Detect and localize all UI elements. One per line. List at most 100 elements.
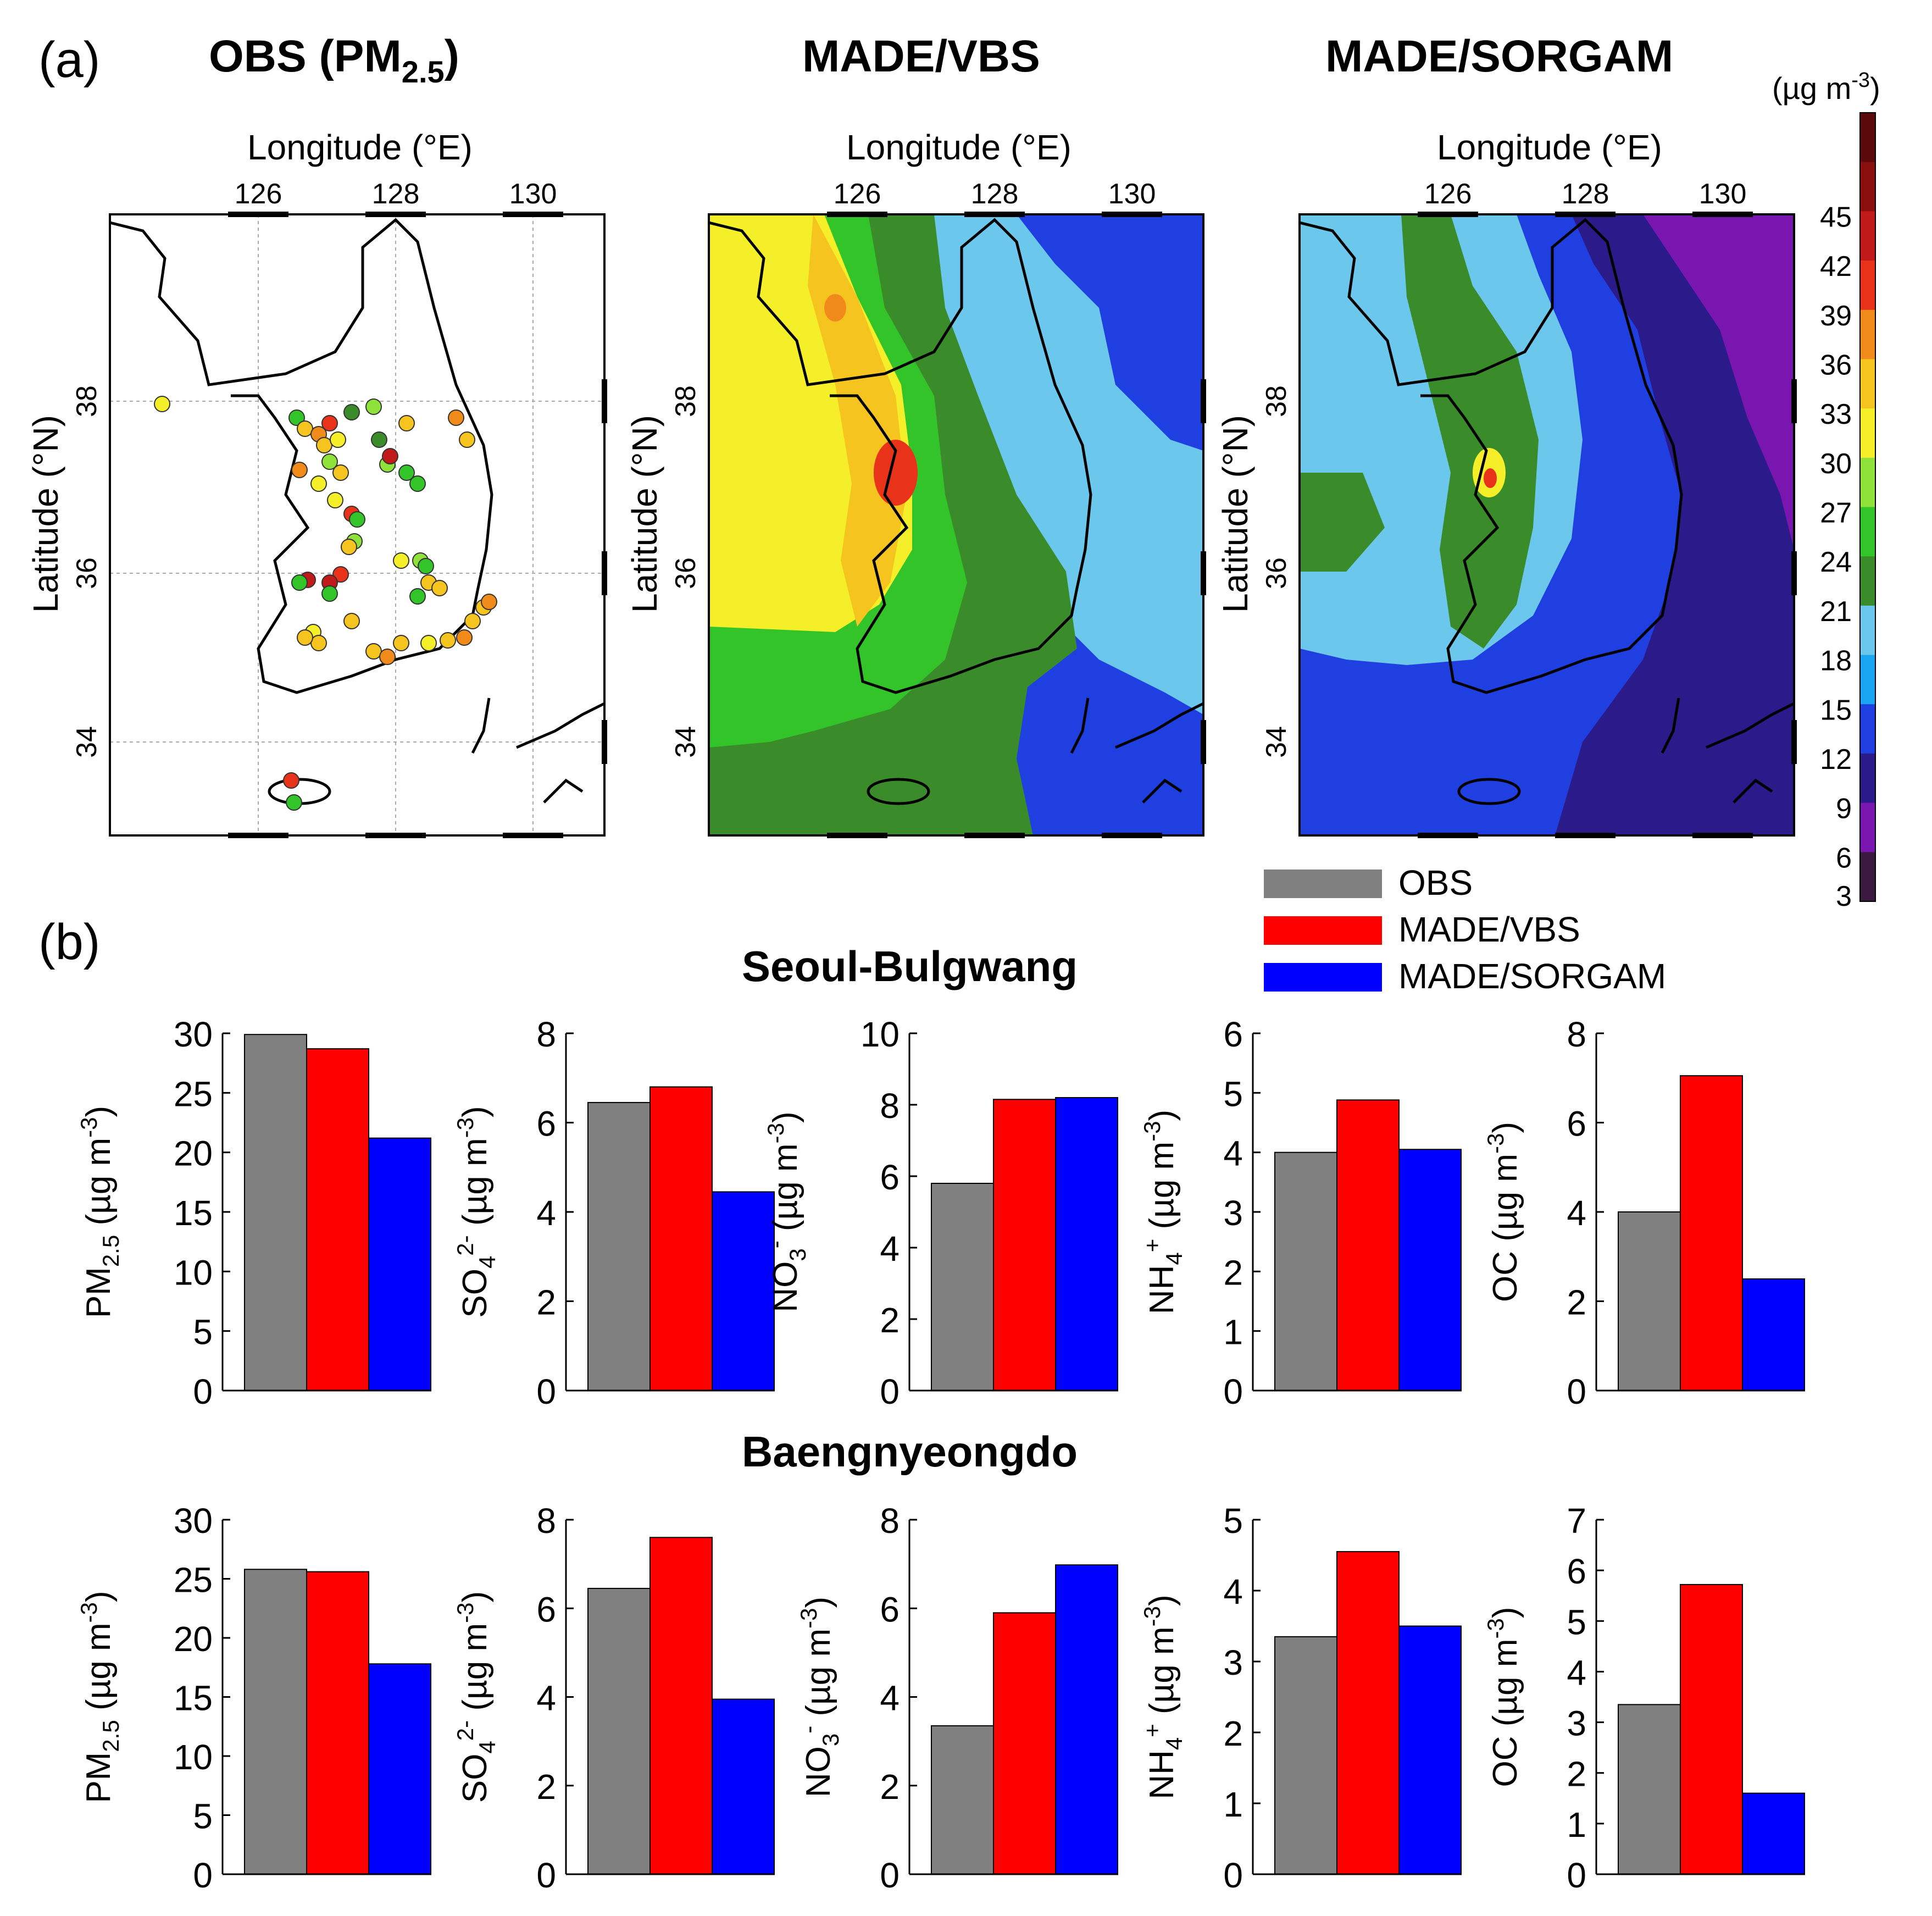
y-tick-label: 2 xyxy=(536,1283,556,1322)
lon-tick-label: 128 xyxy=(372,178,420,210)
lat-tick-label: 36 xyxy=(1261,557,1292,589)
y-tick-label: 3 xyxy=(1567,1704,1586,1743)
map-sorgam-jeju xyxy=(1457,778,1521,805)
y-tick-label: 10 xyxy=(860,1015,900,1054)
y-tick-label: 8 xyxy=(880,1086,900,1126)
bar xyxy=(587,1587,651,1875)
map-sorgam-frame xyxy=(1298,213,1795,837)
map-vbs xyxy=(708,213,1204,837)
map-sorgam-coastline xyxy=(1300,218,1683,694)
y-tick-label: 30 xyxy=(174,1015,213,1054)
colorbar-segment xyxy=(1860,556,1875,606)
map-vbs-jeju xyxy=(867,778,930,805)
y-tick-label: 5 xyxy=(193,1313,213,1352)
bar xyxy=(1398,1149,1462,1391)
lon-tick-label: 126 xyxy=(235,178,282,210)
y-tick-label: 8 xyxy=(880,1501,900,1541)
bar xyxy=(1055,1564,1118,1875)
y-tick-label: 4 xyxy=(536,1679,556,1718)
lat-tick-label: 34 xyxy=(71,726,103,758)
site-title-seoul: Seoul-Bulgwang xyxy=(742,942,1078,990)
bar-chart: 0 2 4 6 8 SO42- (µg m-3) xyxy=(452,1015,775,1411)
legend-swatch xyxy=(1264,870,1382,898)
colorbar-segment xyxy=(1860,113,1875,163)
y-tick-label: 15 xyxy=(174,1679,213,1718)
map-obs xyxy=(109,213,606,837)
bar xyxy=(649,1086,713,1391)
map-obs-frame xyxy=(109,213,606,837)
y-tick-label: 5 xyxy=(1567,1602,1586,1642)
lon-axis-label: Longitude (°E) xyxy=(247,128,473,167)
lon-tick-label: 128 xyxy=(1562,178,1609,210)
legend-label: MADE/SORGAM xyxy=(1398,956,1666,996)
y-tick-label: 2 xyxy=(880,1300,900,1340)
y-tick-label: 6 xyxy=(536,1590,556,1629)
map-obs-stations xyxy=(154,396,497,811)
y-axis-label: PM2.5 (µg m-3) xyxy=(76,1106,124,1318)
colorbar-tick-label: 24 xyxy=(1820,546,1852,578)
lat-axis-label: Latitude (°N) xyxy=(1215,415,1255,613)
map-title-sorgam: MADE/SORGAM xyxy=(1325,31,1673,81)
bar xyxy=(368,1663,431,1875)
y-tick-label: 2 xyxy=(1567,1283,1586,1322)
y-tick-label: 8 xyxy=(1567,1015,1586,1054)
lon-tick-label: 128 xyxy=(971,178,1019,210)
colorbar-segment xyxy=(1860,704,1875,754)
y-tick-label: 0 xyxy=(1223,1856,1243,1895)
bar xyxy=(931,1725,994,1875)
colorbar-tick-label: 45 xyxy=(1820,201,1852,233)
map-sorgam xyxy=(1298,213,1795,837)
lon-tick-label: 126 xyxy=(1424,178,1472,210)
y-tick-label: 0 xyxy=(880,1856,900,1895)
colorbar-segment xyxy=(1860,162,1875,212)
lon-tick-label: 130 xyxy=(509,178,557,210)
bar-chart: 0 5 10 15 20 25 30 PM2.5 (µg m-3) xyxy=(76,1501,431,1895)
y-tick-label: 0 xyxy=(1567,1856,1586,1895)
y-tick-label: 4 xyxy=(1223,1572,1243,1612)
colorbar-tick-label: 21 xyxy=(1820,596,1852,628)
y-tick-label: 4 xyxy=(1223,1134,1243,1173)
colorbar-segment xyxy=(1860,852,1875,902)
bar-chart: 0 2 4 6 8 OC (µg m-3) xyxy=(1483,1015,1805,1411)
y-tick-label: 10 xyxy=(174,1253,213,1292)
legend-label: MADE/VBS xyxy=(1398,910,1580,949)
lon-axis-label: Longitude (°E) xyxy=(1437,128,1662,167)
colorbar-tick-label: 3 xyxy=(1836,881,1852,912)
y-tick-label: 20 xyxy=(174,1134,213,1173)
bar xyxy=(1055,1097,1118,1391)
lon-tick-label: 130 xyxy=(1699,178,1747,210)
y-tick-label: 5 xyxy=(1223,1501,1243,1541)
site-title-baengnyeongdo: Baengnyeongdo xyxy=(742,1427,1078,1476)
bar-chart: 0 1 2 3 4 5 6 7 OC (µg m-3) xyxy=(1483,1501,1805,1895)
y-tick-label: 7 xyxy=(1567,1501,1586,1541)
map-sorgam-field-18 xyxy=(1300,214,1539,649)
y-axis-label: OC (µg m-3) xyxy=(1483,1607,1524,1787)
bar xyxy=(1336,1099,1400,1392)
colorbar-frame xyxy=(1859,112,1876,902)
bar xyxy=(993,1612,1056,1875)
bar xyxy=(712,1698,775,1875)
bar xyxy=(306,1048,369,1391)
map-vbs-japan xyxy=(1070,697,1203,804)
lon-tick-label: 130 xyxy=(1108,178,1156,210)
y-tick-label: 10 xyxy=(174,1737,213,1777)
map-obs-coastline xyxy=(110,218,493,694)
y-tick-label: 6 xyxy=(880,1158,900,1197)
y-axis-label: NH4+ (µg m-3) xyxy=(1139,1110,1187,1314)
lat-tick-label: 38 xyxy=(1261,385,1292,417)
bar xyxy=(931,1183,994,1391)
bar-chart: 0 2 4 6 8 SO42- (µg m-3) xyxy=(452,1501,775,1895)
y-tick-label: 4 xyxy=(1567,1193,1586,1233)
map-obs-japan xyxy=(471,697,604,804)
bar xyxy=(1680,1075,1743,1391)
y-tick-label: 30 xyxy=(174,1501,213,1541)
bar-chart: 0 5 10 15 20 25 30 PM2.5 (µg m-3) xyxy=(76,1015,431,1411)
colorbar-tick-label: 15 xyxy=(1820,694,1852,726)
colorbar-segment xyxy=(1860,261,1875,311)
y-tick-label: 0 xyxy=(536,1856,556,1895)
lat-tick-label: 38 xyxy=(71,385,103,417)
y-axis-label: PM2.5 (µg m-3) xyxy=(76,1591,124,1803)
map-sorgam-japan xyxy=(1661,697,1794,804)
y-tick-label: 20 xyxy=(174,1619,213,1659)
